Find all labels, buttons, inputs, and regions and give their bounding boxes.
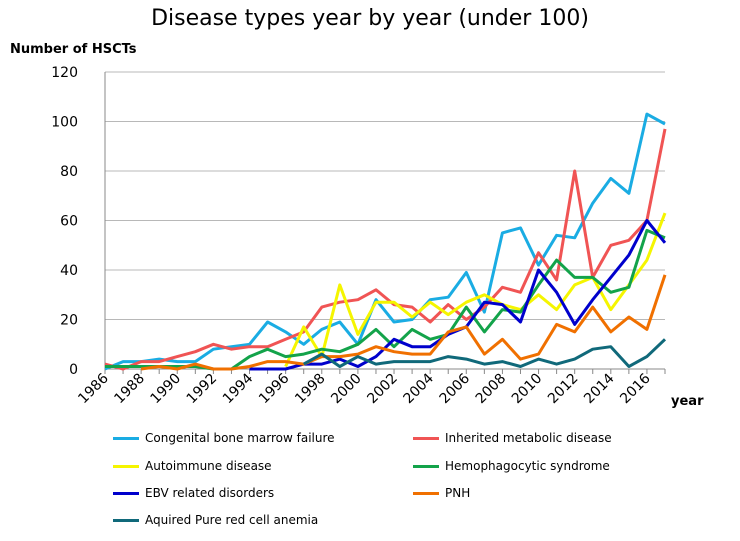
x-tick-label: 2008 [473, 371, 510, 408]
x-tick-label: 1988 [111, 371, 148, 408]
x-tick-label: 2006 [437, 370, 474, 407]
x-tick-label: 1994 [220, 370, 257, 407]
legend-item: Congenital bone marrow failure [113, 430, 335, 446]
series-line-congenital-bone-marrow-failure [104, 112, 666, 371]
legend-label: PNH [445, 486, 471, 500]
legend-item: Aquired Pure red cell anemia [113, 512, 318, 528]
y-tick-label: 40 [60, 263, 78, 279]
x-axis-title: year [671, 394, 704, 409]
x-tick-label: 1998 [292, 371, 329, 408]
y-axis-title: Number of HSCTs [10, 42, 137, 57]
legend-swatch [413, 464, 439, 468]
x-tick-label: 2004 [400, 370, 437, 407]
legend-item: PNH [413, 485, 470, 501]
series-line-aquired-pure-red-cell-anemia [302, 338, 667, 368]
legend-item: Inherited metabolic disease [413, 430, 612, 446]
legend-label: Aquired Pure red cell anemia [145, 513, 319, 527]
legend-label: EBV related disorders [145, 486, 275, 500]
series-line-pnh [140, 274, 667, 371]
x-tick-label: 2012 [545, 371, 582, 408]
legend-label: Hemophagocytic syndrome [445, 459, 610, 473]
y-tick-label: 20 [60, 313, 78, 329]
legend-label: Congenital bone marrow failure [145, 431, 335, 445]
y-tick-label: 120 [51, 65, 78, 81]
x-tick-label: 2002 [364, 371, 401, 408]
y-tick-label: 80 [60, 164, 78, 180]
x-tick-label: 1990 [148, 371, 185, 408]
legend-item: Autoimmune disease [113, 458, 272, 474]
x-tick-label: 2016 [617, 370, 654, 407]
y-tick-label: 0 [69, 362, 78, 378]
legend-item: Hemophagocytic syndrome [413, 458, 610, 474]
x-tick-label: 1986 [75, 370, 112, 407]
y-tick-label: 100 [51, 115, 78, 131]
chart-title: Disease types year by year (under 100) [151, 6, 589, 31]
y-tick-label: 60 [60, 214, 78, 230]
legend-swatch [113, 491, 139, 495]
legend-swatch [413, 491, 439, 495]
legend-label: Inherited metabolic disease [445, 431, 612, 445]
series-line-inherited-metabolic-disease [104, 128, 667, 371]
x-tick-label: 2014 [581, 370, 618, 407]
x-tick-label: 2010 [509, 371, 546, 408]
legend-swatch [113, 436, 139, 440]
legend-swatch [113, 518, 139, 522]
series-line-hemophagocytic-syndrome [105, 228, 666, 371]
x-tick-label: 1996 [256, 370, 293, 407]
x-tick-label: 2000 [328, 371, 365, 408]
x-tick-label: 1992 [184, 371, 221, 408]
series-line-autoimmune-disease [284, 212, 667, 368]
legend-swatch [113, 464, 139, 468]
legend-item: EBV related disorders [113, 485, 274, 501]
legend-swatch [413, 436, 439, 440]
legend-label: Autoimmune disease [145, 459, 272, 473]
